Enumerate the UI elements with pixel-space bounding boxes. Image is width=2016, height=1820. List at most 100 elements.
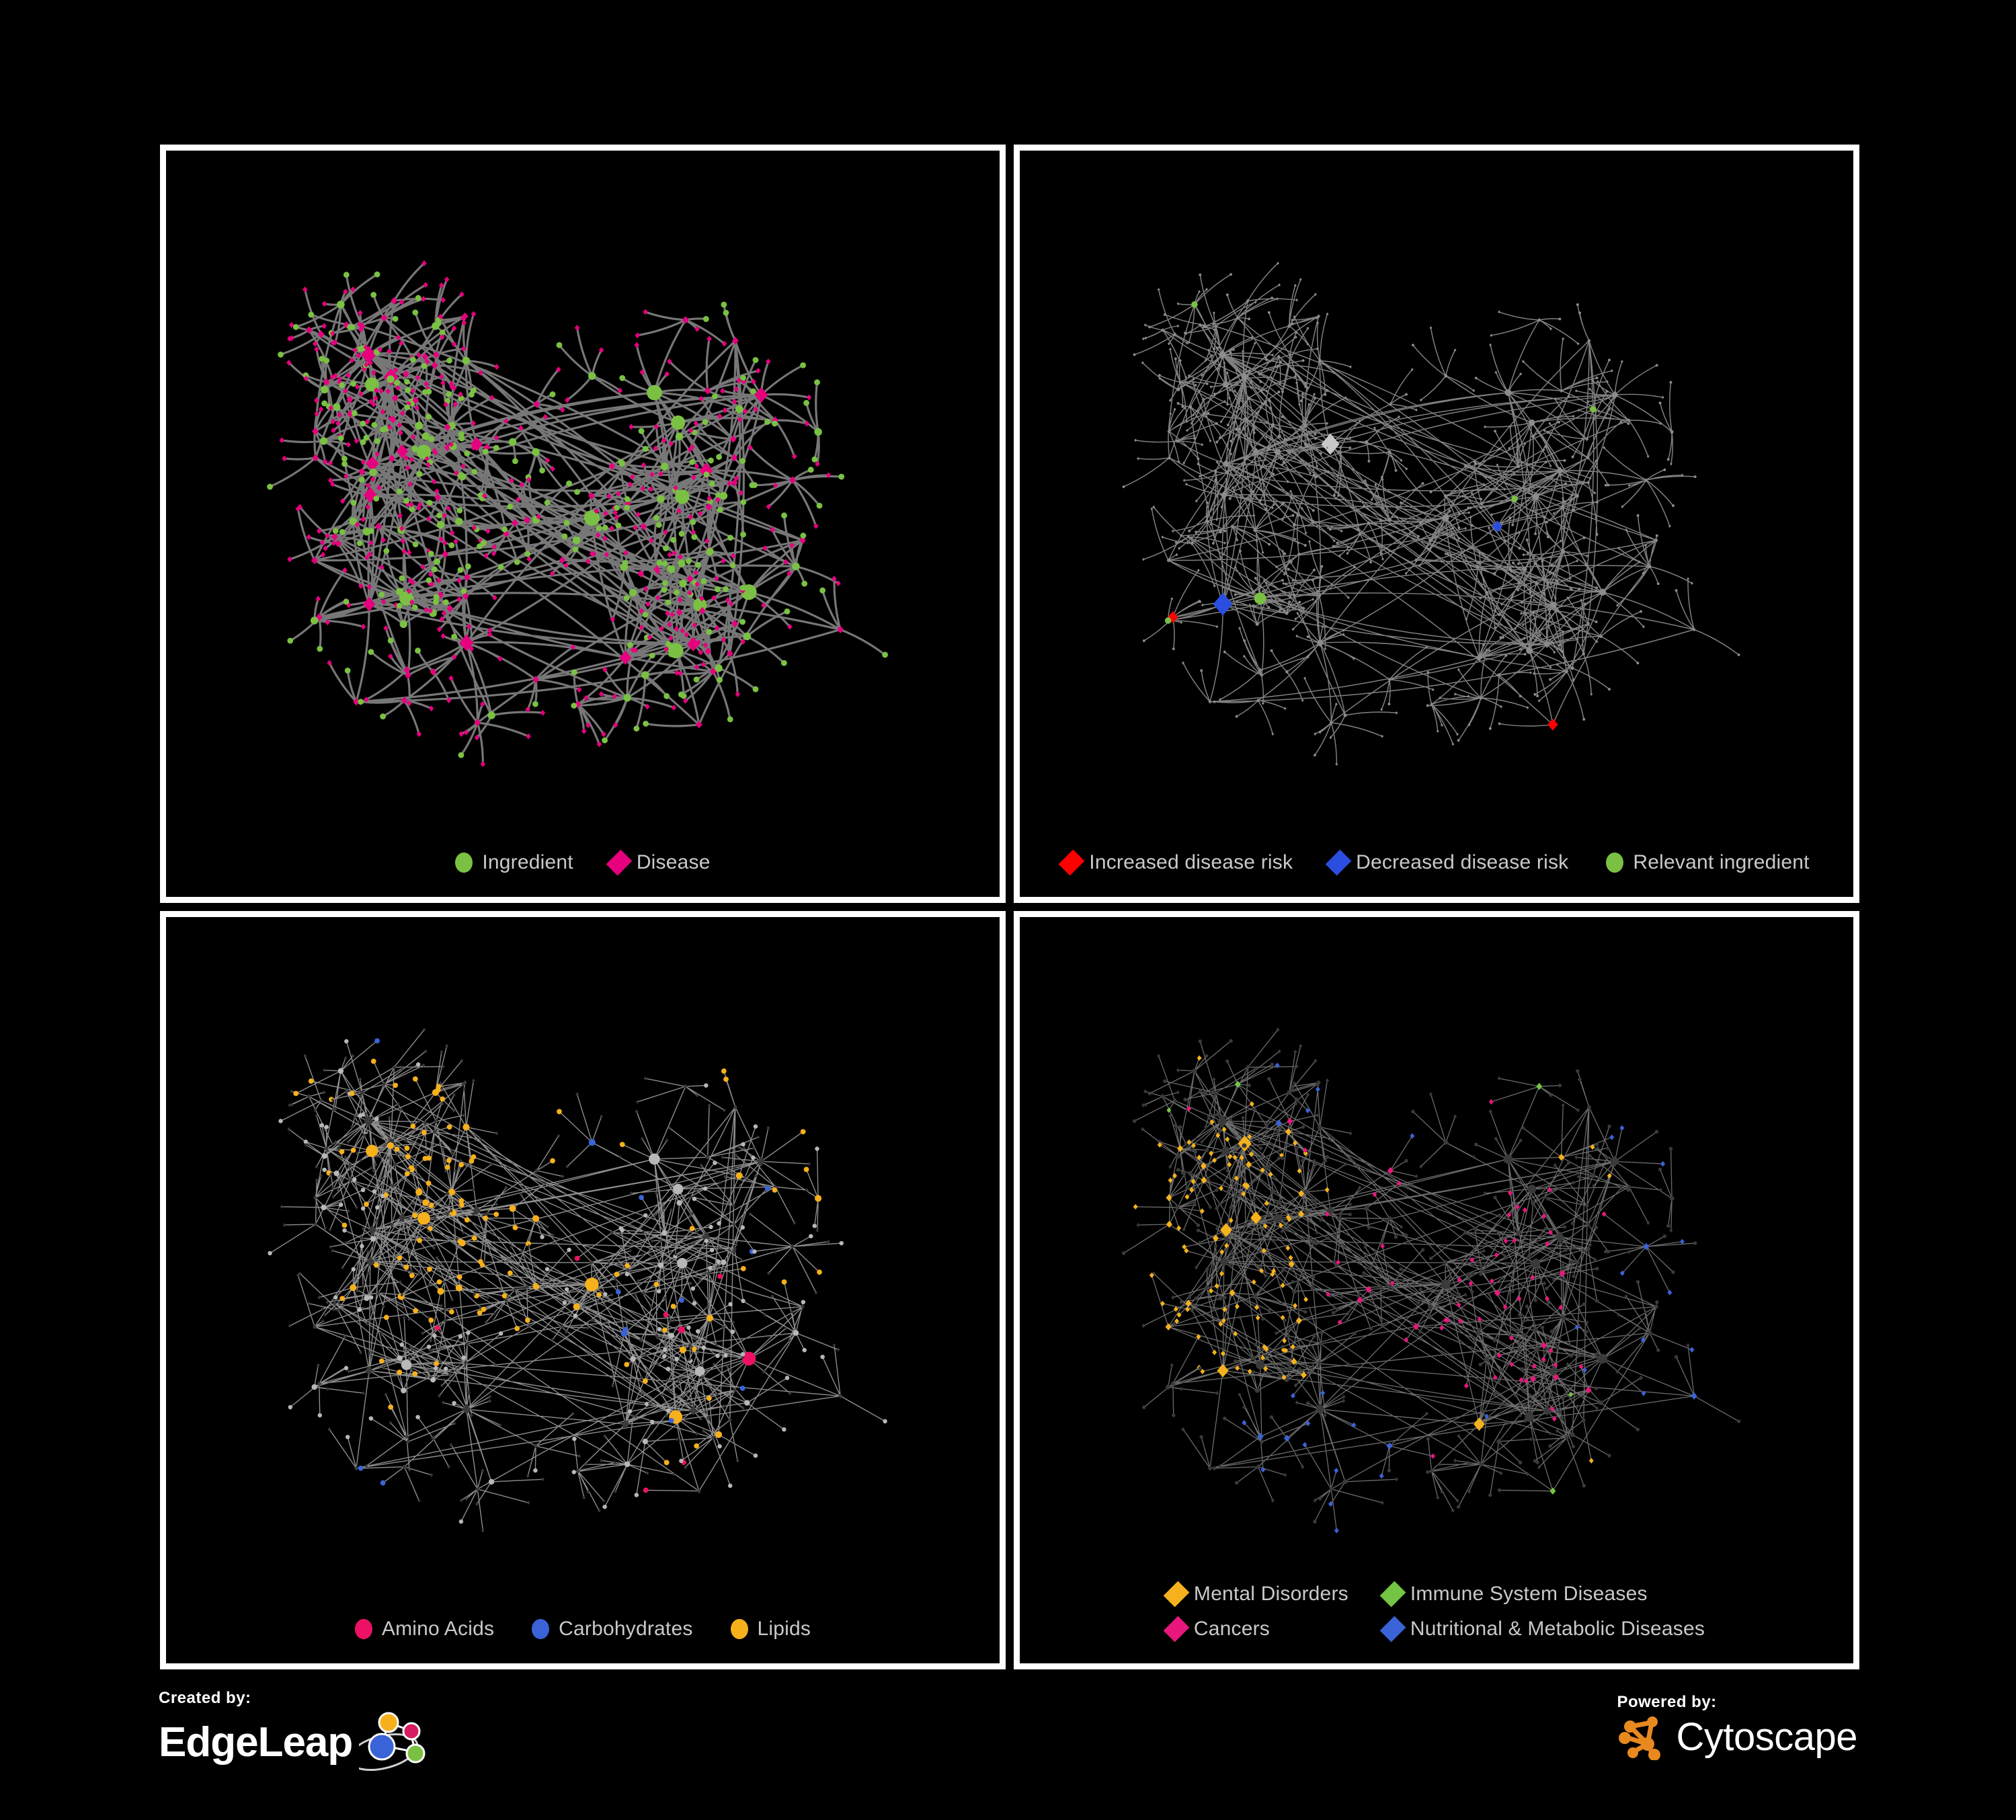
- network-node[interactable]: [1566, 1160, 1571, 1165]
- network-node[interactable]: [585, 558, 591, 565]
- network-node[interactable]: [807, 1162, 811, 1166]
- network-node[interactable]: [711, 594, 717, 601]
- network-node[interactable]: [1562, 500, 1566, 503]
- network-node[interactable]: [1578, 311, 1581, 315]
- network-node[interactable]: [1671, 1270, 1675, 1274]
- network-node[interactable]: [1142, 639, 1145, 642]
- network-node[interactable]: [1521, 360, 1525, 363]
- network-node[interactable]: [731, 1203, 735, 1208]
- network-node[interactable]: [332, 1307, 336, 1312]
- network-node[interactable]: [707, 335, 712, 342]
- network-node[interactable]: [709, 1224, 713, 1230]
- network-node[interactable]: [1639, 1376, 1643, 1380]
- network-node[interactable]: [740, 1352, 745, 1357]
- network-node[interactable]: [399, 1107, 403, 1112]
- network-node[interactable]: [1346, 1311, 1350, 1316]
- network-node[interactable]: [1324, 1211, 1330, 1218]
- network-node[interactable]: [339, 528, 346, 535]
- network-node[interactable]: [393, 367, 399, 374]
- network-node[interactable]: [1626, 1184, 1631, 1190]
- network-node[interactable]: [333, 372, 338, 379]
- network-node[interactable]: [566, 480, 573, 487]
- network-node[interactable]: [643, 1378, 648, 1384]
- network-node[interactable]: [813, 523, 819, 529]
- network-node[interactable]: [589, 1259, 594, 1265]
- network-node[interactable]: [1570, 588, 1573, 591]
- network-node[interactable]: [1674, 1355, 1679, 1359]
- network-node[interactable]: [444, 443, 451, 452]
- network-node[interactable]: [1172, 1413, 1176, 1417]
- network-node[interactable]: [1479, 596, 1482, 600]
- network-node[interactable]: [1453, 1458, 1457, 1463]
- network-node[interactable]: [296, 1273, 300, 1277]
- network-node[interactable]: [1332, 1305, 1336, 1310]
- network-node[interactable]: [1313, 754, 1316, 757]
- network-node[interactable]: [1336, 541, 1339, 545]
- network-node[interactable]: [1204, 325, 1207, 329]
- network-node[interactable]: [1225, 1059, 1229, 1064]
- network-node[interactable]: [498, 1331, 503, 1336]
- network-node[interactable]: [1233, 389, 1236, 393]
- network-node[interactable]: [1590, 405, 1597, 413]
- network-node[interactable]: [1551, 1277, 1556, 1282]
- network-node[interactable]: [1188, 529, 1191, 532]
- network-node[interactable]: [410, 434, 416, 440]
- network-node[interactable]: [417, 1188, 422, 1194]
- network-node[interactable]: [1232, 1154, 1238, 1160]
- network-node[interactable]: [374, 1117, 379, 1121]
- network-node[interactable]: [766, 1271, 770, 1275]
- network-node[interactable]: [815, 461, 820, 467]
- network-node[interactable]: [716, 1264, 720, 1269]
- network-node[interactable]: [1271, 732, 1275, 736]
- network-node[interactable]: [313, 1195, 318, 1201]
- network-node[interactable]: [1308, 1237, 1312, 1242]
- network-node[interactable]: [1338, 1211, 1343, 1217]
- network-node[interactable]: [1271, 1268, 1277, 1274]
- network-node[interactable]: [616, 490, 621, 497]
- network-node[interactable]: [1493, 1195, 1497, 1199]
- network-node[interactable]: [432, 1246, 436, 1251]
- network-node[interactable]: [1450, 533, 1453, 537]
- network-node[interactable]: [1419, 398, 1422, 402]
- network-node[interactable]: [1288, 1255, 1293, 1261]
- network-node[interactable]: [679, 580, 687, 588]
- network-node[interactable]: [1289, 489, 1292, 493]
- network-node[interactable]: [735, 1242, 738, 1247]
- network-node[interactable]: [645, 1401, 649, 1407]
- network-node[interactable]: [344, 1039, 349, 1043]
- network-node[interactable]: [1531, 509, 1534, 513]
- network-node[interactable]: [657, 1262, 664, 1269]
- network-node[interactable]: [1554, 397, 1557, 401]
- network-node[interactable]: [321, 385, 329, 394]
- network-node[interactable]: [1180, 621, 1183, 625]
- network-node[interactable]: [287, 335, 292, 342]
- network-node[interactable]: [1193, 436, 1197, 440]
- network-node[interactable]: [1276, 1027, 1280, 1032]
- network-node[interactable]: [1581, 481, 1584, 485]
- network-node[interactable]: [404, 1171, 410, 1177]
- network-node[interactable]: [678, 553, 683, 560]
- network-node[interactable]: [1478, 1362, 1482, 1367]
- network-node[interactable]: [601, 731, 606, 738]
- network-node[interactable]: [561, 1174, 565, 1179]
- network-node[interactable]: [1267, 1077, 1271, 1081]
- network-node[interactable]: [405, 465, 411, 471]
- network-node[interactable]: [1265, 581, 1268, 584]
- network-node[interactable]: [1315, 1086, 1320, 1093]
- network-node[interactable]: [401, 1359, 412, 1370]
- network-node[interactable]: [1484, 1241, 1488, 1246]
- network-node[interactable]: [1577, 1353, 1582, 1357]
- network-node[interactable]: [678, 559, 686, 567]
- network-node[interactable]: [1498, 447, 1501, 450]
- network-node[interactable]: [1564, 482, 1568, 485]
- network-node[interactable]: [1288, 352, 1292, 357]
- network-node[interactable]: [405, 671, 411, 680]
- network-node[interactable]: [1669, 1228, 1673, 1233]
- network-node[interactable]: [321, 323, 327, 329]
- network-node[interactable]: [446, 604, 454, 612]
- network-node[interactable]: [1225, 477, 1228, 481]
- network-node[interactable]: [405, 1439, 411, 1445]
- network-node[interactable]: [356, 1119, 360, 1124]
- network-node[interactable]: [466, 1331, 471, 1335]
- network-node[interactable]: [367, 551, 373, 557]
